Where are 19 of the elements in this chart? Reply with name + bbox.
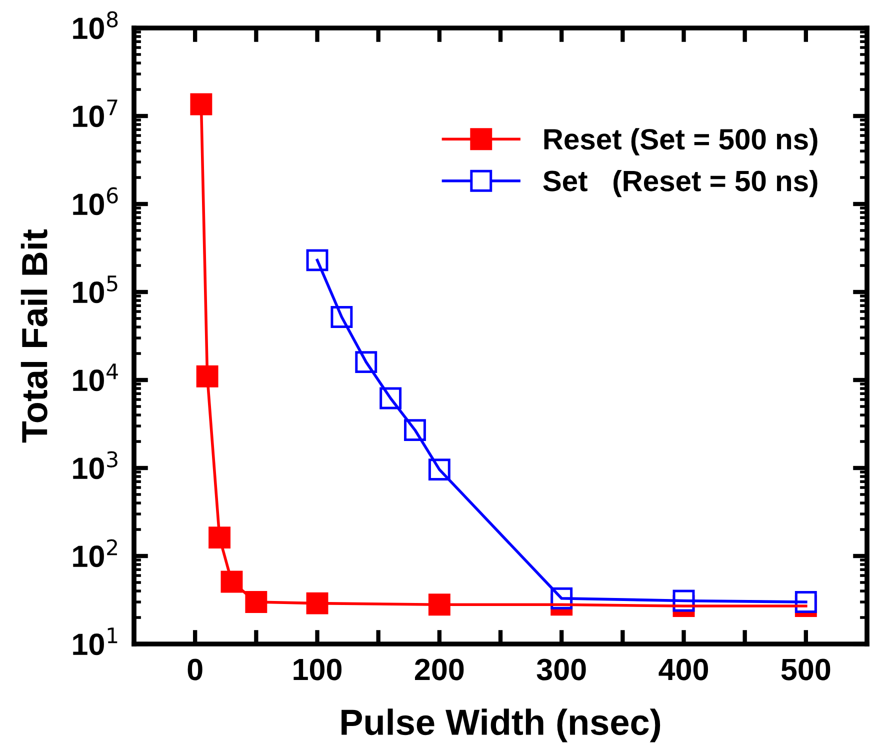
- legend-label: Set (Reset = 50 ns): [543, 170, 818, 198]
- x-tick-label: 200: [414, 658, 464, 680]
- y-tick-label: 10$^{4}$: [73, 364, 118, 392]
- y-tick-label: 10$^{3}$: [73, 451, 118, 480]
- x-tick-label: 100: [294, 658, 342, 680]
- y-tick-label: 10$^{5}$: [73, 276, 118, 304]
- y-tick-label: 10$^{6}$: [73, 187, 118, 216]
- y-tick-label: 10$^{8}$: [73, 11, 118, 40]
- y-tick-label: 10$^{2}$: [73, 539, 117, 568]
- y-axis-title: Total Fail Bit: [20, 229, 48, 443]
- y-tick-label: 10$^{1}$: [73, 628, 118, 656]
- legend-label: Reset (Set = 500 ns): [544, 128, 818, 156]
- y-tick-label: 10$^{7}$: [73, 100, 118, 128]
- x-axis-title: Pulse Width (nsec): [342, 708, 660, 742]
- x-tick-label: 0: [188, 658, 202, 680]
- x-tick-label: 300: [536, 658, 586, 680]
- x-tick-label: 400: [658, 658, 708, 680]
- point: [190, 93, 212, 116]
- x-tick-label: 500: [781, 658, 830, 680]
